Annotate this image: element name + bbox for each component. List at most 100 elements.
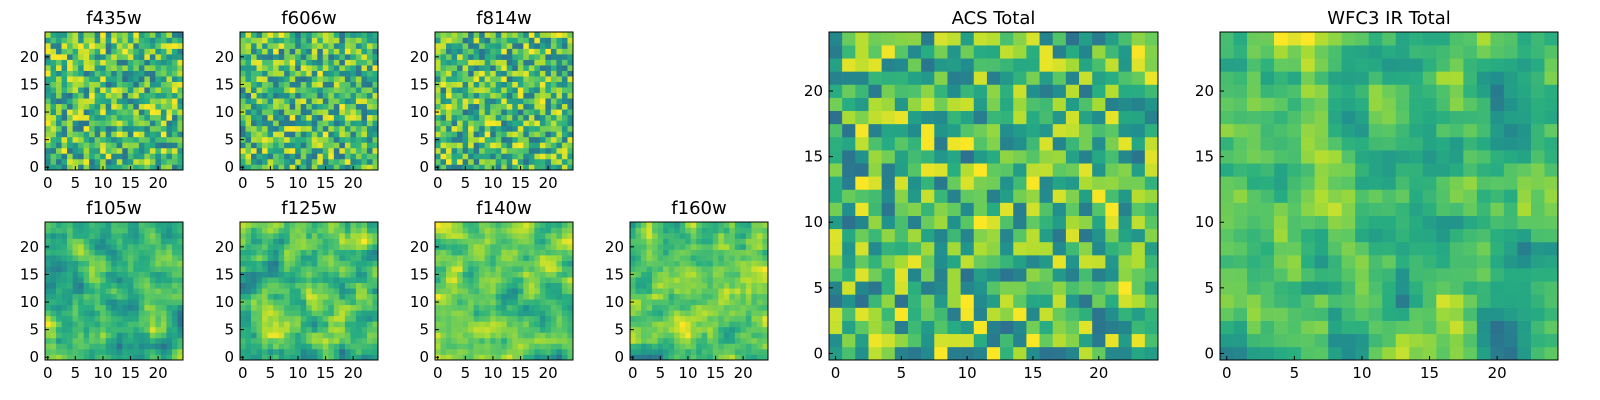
heatmap-cell	[127, 76, 134, 82]
heatmap-cell	[56, 293, 62, 300]
heatmap-cell	[328, 293, 335, 300]
heatmap-cell	[149, 255, 156, 261]
heatmap-cell	[517, 43, 524, 49]
heatmap-cell	[881, 123, 896, 138]
heatmap-cell	[67, 304, 73, 311]
heatmap-cell	[273, 164, 279, 171]
heatmap-cell	[100, 153, 107, 160]
heatmap-cell	[322, 326, 329, 333]
heatmap-cell	[289, 125, 296, 132]
heatmap-cell	[328, 120, 335, 127]
heatmap-cell	[490, 109, 497, 116]
heatmap-cell	[1092, 346, 1106, 361]
heatmap-cell	[116, 65, 123, 71]
heatmap-cell	[262, 271, 268, 278]
heatmap-cell	[729, 310, 736, 317]
heatmap-cell	[495, 233, 502, 239]
heatmap-cell	[361, 120, 368, 127]
heatmap-cell	[317, 238, 324, 245]
heatmap-cell	[289, 164, 296, 171]
heatmap-cell	[960, 189, 975, 203]
heatmap-cell	[685, 343, 692, 350]
heatmap-cell	[89, 65, 95, 71]
heatmap-cell	[1092, 333, 1106, 348]
heatmap-cell	[506, 271, 513, 278]
heatmap-cell	[122, 348, 129, 355]
heatmap-cell	[116, 37, 123, 44]
heatmap-cell	[278, 348, 285, 355]
heatmap-cell	[94, 164, 101, 171]
heatmap-cell	[284, 92, 290, 99]
heatmap-cell	[451, 244, 458, 250]
heatmap-cell	[100, 114, 107, 121]
heatmap-cell	[1092, 228, 1106, 243]
heatmap-cell	[295, 109, 302, 116]
y-tick-label: 20	[605, 238, 624, 256]
heatmap-cell	[83, 354, 90, 361]
heatmap-cell	[674, 260, 680, 267]
heatmap-cell	[273, 37, 279, 44]
heatmap-cell	[262, 288, 268, 295]
heatmap-cell	[723, 321, 730, 328]
heatmap-cell	[1092, 163, 1106, 177]
heatmap-cell	[986, 255, 1001, 269]
heatmap-cell	[457, 136, 463, 143]
heatmap-cell	[155, 54, 162, 60]
heatmap-cell	[256, 282, 263, 289]
heatmap-cell	[306, 120, 313, 127]
heatmap-cell	[484, 98, 491, 105]
heatmap-cell	[317, 136, 324, 143]
heatmap-cell	[339, 238, 346, 245]
heatmap-cell	[479, 43, 485, 49]
heatmap-cell	[306, 222, 313, 228]
heatmap-cell	[501, 326, 508, 333]
heatmap-cell	[534, 227, 541, 234]
heatmap-cell	[907, 281, 922, 295]
heatmap-cell	[306, 81, 313, 88]
heatmap-cell	[435, 310, 441, 317]
heatmap-cell	[333, 142, 340, 149]
heatmap-cell	[446, 260, 452, 267]
heatmap-cell	[350, 266, 357, 272]
heatmap-cell	[1118, 268, 1132, 282]
heatmap-cell	[122, 65, 129, 71]
heatmap-cell	[567, 54, 574, 60]
heatmap-cell	[1131, 320, 1146, 335]
heatmap-cell	[111, 70, 118, 77]
heatmap-cell	[311, 293, 318, 300]
heatmap-cell	[289, 37, 296, 44]
heatmap-cell	[545, 343, 552, 350]
heatmap-cell	[556, 348, 563, 355]
heatmap-cell	[61, 43, 68, 49]
heatmap-cell	[550, 120, 557, 127]
heatmap-cell	[155, 59, 162, 66]
heatmap-cell	[78, 348, 84, 355]
heatmap-cell	[457, 332, 463, 339]
heatmap-cell	[78, 48, 84, 55]
heatmap-cell	[1052, 307, 1067, 321]
heatmap-cell	[339, 109, 346, 116]
heatmap-cell	[462, 260, 469, 267]
heatmap-cell	[501, 70, 508, 77]
heatmap-cell	[105, 164, 112, 171]
heatmap-cell	[679, 293, 686, 300]
heatmap-cell	[435, 98, 441, 105]
heatmap-cell	[517, 304, 524, 311]
heatmap-cell	[550, 260, 557, 267]
heatmap-cell	[177, 98, 184, 105]
heatmap-cell	[446, 233, 452, 239]
heatmap-cell	[111, 37, 118, 44]
heatmap-cell	[1079, 136, 1093, 151]
heatmap-cell	[1065, 320, 1080, 335]
heatmap-cell	[366, 310, 373, 317]
heatmap-cell	[501, 136, 508, 143]
y-tick-label: 5	[224, 131, 234, 149]
heatmap-cell	[105, 92, 112, 99]
heatmap-cell	[523, 59, 530, 66]
heatmap-cell	[45, 310, 51, 317]
heatmap-cell	[561, 131, 568, 138]
heatmap-cell	[133, 87, 140, 94]
heatmap-cell	[451, 315, 458, 322]
heatmap-cell	[740, 288, 747, 295]
heatmap-cell	[155, 103, 162, 110]
